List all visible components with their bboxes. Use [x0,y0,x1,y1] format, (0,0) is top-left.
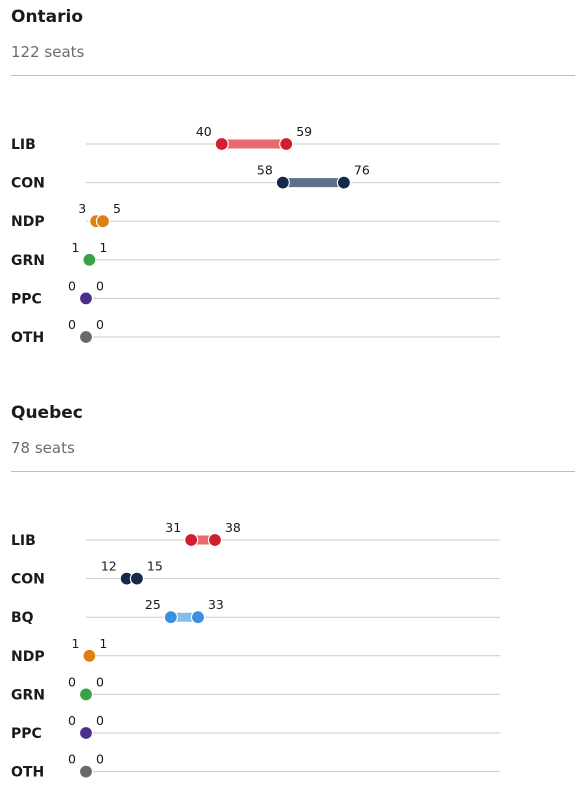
party-row-lib: LIB 40 59 [11,124,500,153]
range-low-label: 58 [257,163,273,178]
range-low-point [184,532,199,548]
range-high-label: 0 [96,278,104,293]
party-row-con: CON 12 15 [11,559,500,588]
party-label: CON [11,572,45,588]
party-label: PPC [11,291,42,307]
region-seat-count: 78 seats [11,439,75,457]
region-divider [11,471,575,472]
range-high-point [78,291,94,306]
region-divider [11,75,575,76]
party-label: LIB [11,137,36,153]
range-high-point [78,687,94,702]
ontario-range-chart: LIB 40 59 CON 58 76 NDP 3 5 GRN 1 1 PPC 0 0 OTH 0 0 [11,124,500,346]
region-title: Quebec [11,403,83,423]
party-label: PPC [11,726,42,742]
range-high-label: 5 [113,201,121,216]
party-label: CON [11,176,45,192]
range-low-label: 40 [196,124,212,139]
region-ontario: Ontario 122 seats LIB 40 59 CON 58 76 NDP 3 5 GRN… [0,0,580,392]
range-high-label: 15 [147,559,163,574]
range-high-label: 1 [99,636,107,651]
range-low-label: 0 [68,752,76,767]
party-label: LIB [11,533,36,549]
range-low-label: 0 [68,278,76,293]
party-row-ppc: PPC 0 0 [11,713,500,742]
region-seat-count: 122 seats [11,43,85,61]
party-row-bq: BQ 25 33 [11,597,500,626]
party-row-lib: LIB 31 38 [11,520,500,549]
party-label: OTH [11,330,44,346]
range-high-point [190,610,206,625]
range-low-point [163,610,178,625]
range-high-label: 59 [296,124,312,139]
range-low-label: 12 [101,559,117,574]
range-low-label: 1 [71,240,79,255]
party-label: OTH [11,765,44,781]
party-row-ndp: NDP 1 1 [11,636,500,665]
party-row-ndp: NDP 3 5 [11,201,500,230]
party-row-ppc: PPC 0 0 [11,278,500,307]
range-high-label: 76 [354,163,370,178]
range-high-point [82,648,97,663]
range-high-point [78,725,94,741]
range-low-label: 25 [145,597,161,612]
range-low-label: 1 [71,636,79,651]
party-row-grn: GRN 0 0 [11,674,500,703]
range-high-point [78,764,94,779]
quebec-range-chart: LIB 31 38 CON 12 15 BQ 25 33 NDP 1 1 GRN 0 0 PPC 0 0 OTH 0 0 [11,520,500,781]
party-label: NDP [11,214,45,230]
range-high-point [279,136,294,152]
range-high-point [82,252,97,267]
range-low-label: 31 [165,520,181,535]
party-label: NDP [11,649,45,665]
range-high-label: 0 [96,317,104,332]
range-low-label: 0 [68,317,76,332]
party-label: GRN [11,253,45,269]
range-high-label: 38 [225,520,241,535]
range-low-label: 3 [78,201,86,216]
range-low-label: 0 [68,674,76,689]
party-label: BQ [11,610,34,626]
party-label: GRN [11,687,45,703]
range-high-label: 0 [96,713,104,728]
range-high-point [336,175,352,190]
range-high-label: 0 [96,752,104,767]
range-high-label: 33 [208,597,224,612]
range-low-point [214,136,229,152]
range-high-label: 1 [99,240,107,255]
party-row-oth: OTH 0 0 [11,752,500,781]
range-high-point [207,532,223,548]
region-title: Ontario [11,7,84,27]
party-row-grn: GRN 1 1 [11,240,500,269]
range-high-label: 0 [96,674,104,689]
region-quebec: Quebec 78 seats LIB 31 38 CON 12 15 BQ 25 33 NDP 1… [0,392,580,791]
range-low-label: 0 [68,713,76,728]
range-high-point [95,214,111,229]
party-row-oth: OTH 0 0 [11,317,500,346]
party-row-con: CON 58 76 [11,163,500,192]
range-low-point [275,175,290,190]
range-high-point [129,571,145,586]
range-high-point [78,329,94,345]
